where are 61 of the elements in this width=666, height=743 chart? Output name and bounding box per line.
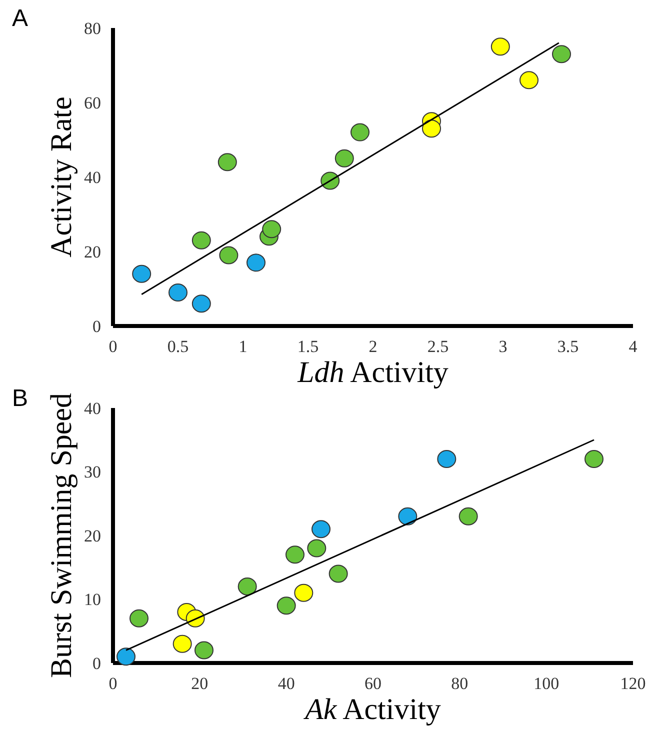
point (398, 507, 418, 526)
x-tick-label: 40 (278, 674, 295, 693)
x-tick-label: 1.5 (297, 337, 319, 356)
y-tick-label: 30 (84, 462, 101, 482)
y-tick-label: 0 (92, 654, 101, 673)
point (168, 283, 188, 302)
point (172, 634, 192, 653)
point (286, 546, 304, 564)
x-tick-label: 100 (534, 674, 560, 693)
y-axis-title: Burst Swimming Speed (45, 392, 78, 678)
x-tick-label: 0 (108, 674, 118, 693)
point (520, 71, 538, 90)
y-tick-label: 20 (84, 242, 101, 262)
point (238, 578, 257, 596)
x-tick-label: 60 (364, 674, 382, 693)
point (350, 123, 370, 142)
point (458, 507, 478, 526)
point (294, 584, 314, 602)
x-tick-label: 2.5 (427, 337, 449, 356)
point (334, 149, 354, 168)
x-tick-label: 3 (498, 337, 508, 356)
x-tick-label: 4 (628, 337, 638, 356)
x-tick-label: 3.5 (557, 337, 579, 356)
x-tick-label: 120 (620, 674, 646, 693)
point (328, 564, 348, 583)
point (116, 648, 136, 666)
x-axis-title: Ak Activity (303, 693, 441, 726)
point (130, 609, 148, 628)
point (262, 220, 282, 238)
point (584, 450, 604, 468)
y-axis-title: Activity Rate (45, 96, 78, 258)
y-tick-label: 40 (84, 168, 101, 187)
point (276, 596, 296, 615)
point (219, 246, 238, 264)
point (246, 254, 266, 272)
x-tick-label: 0 (108, 337, 118, 356)
point (437, 450, 456, 468)
x-tick-label: 80 (451, 674, 468, 693)
y-tick-label: 40 (84, 398, 101, 418)
point (132, 264, 152, 283)
x-tick-label: 20 (191, 674, 208, 693)
y-tick-label: 10 (84, 590, 101, 610)
point (192, 231, 211, 250)
point (552, 45, 571, 64)
x-axis-title: Ldh Activity (296, 356, 448, 389)
y-tick-label: 0 (92, 316, 101, 336)
point (307, 539, 326, 558)
x-tick-label: 1 (238, 337, 248, 356)
y-tick-label: 20 (84, 526, 101, 546)
point (194, 641, 214, 660)
y-tick-label: 80 (84, 18, 101, 38)
chart-title: A (12, 5, 28, 32)
point (312, 520, 330, 538)
point (490, 38, 510, 56)
x-tick-label: 2 (368, 337, 378, 356)
chart-title: B (12, 385, 28, 412)
y-tick-label: 60 (84, 93, 101, 112)
point (192, 294, 211, 313)
point (422, 120, 441, 138)
point (218, 153, 237, 172)
x-tick-label: 0.5 (167, 337, 189, 356)
